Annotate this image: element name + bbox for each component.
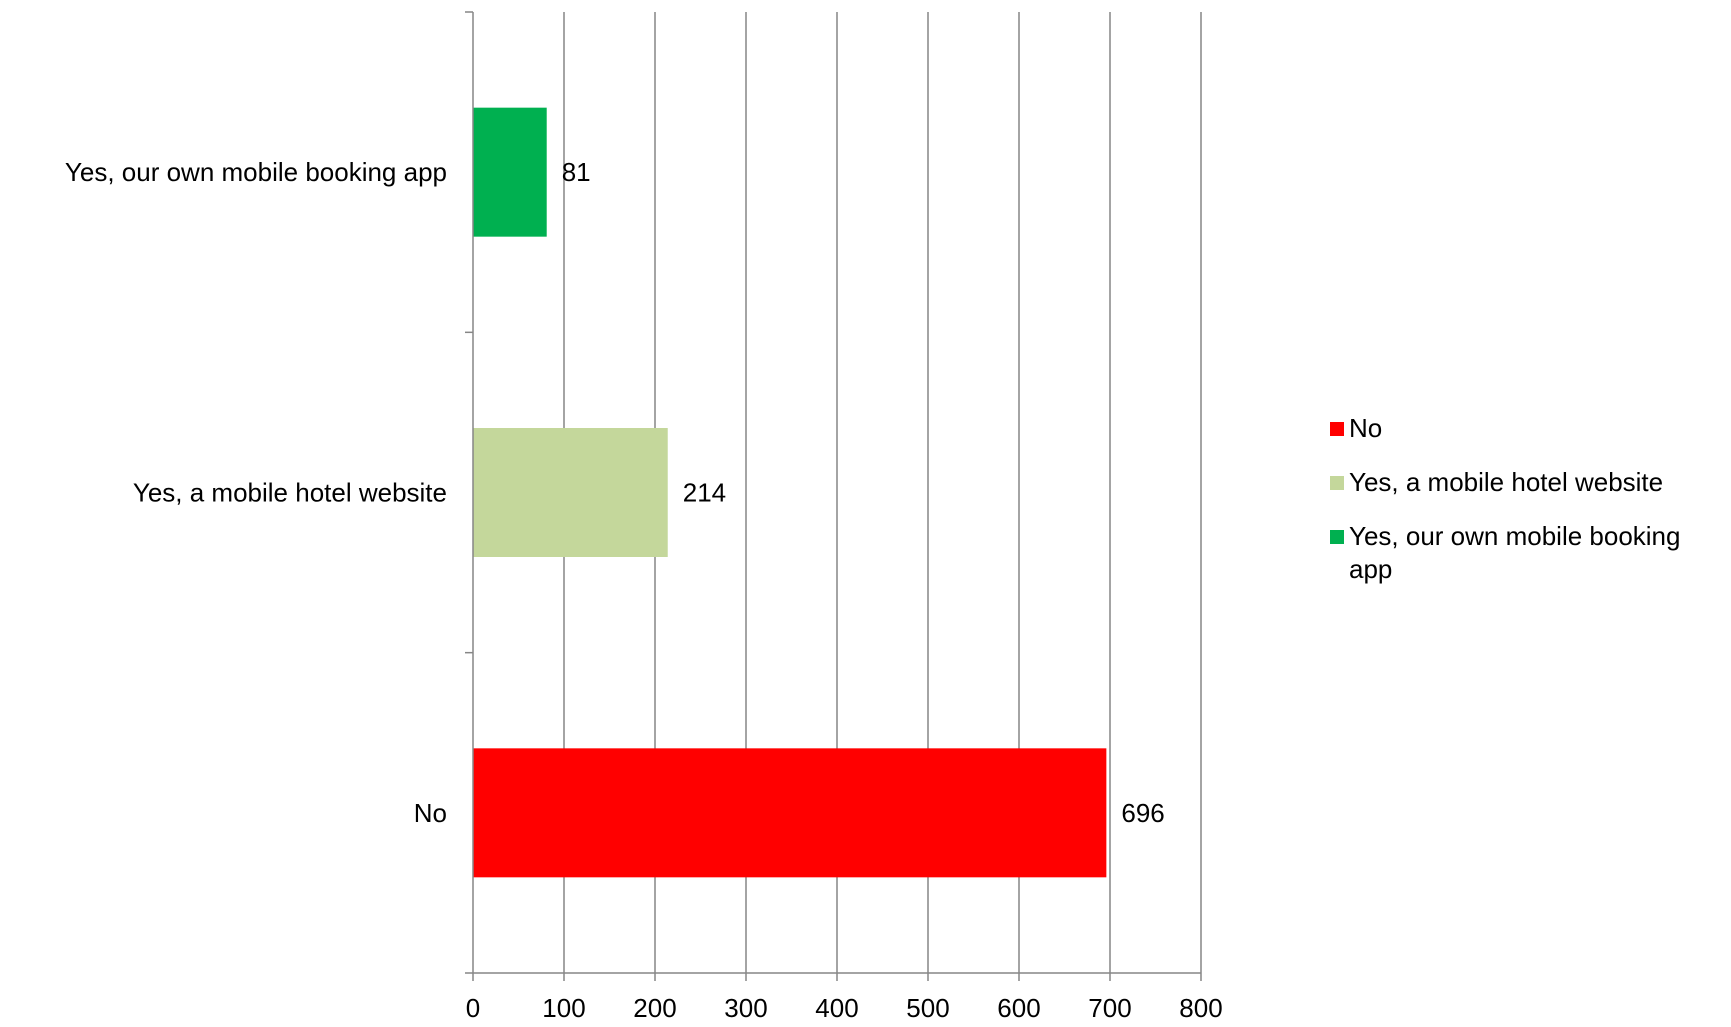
data-label-mobile-website: 214 bbox=[683, 478, 726, 508]
legend-item-booking-app: Yes, our own mobile booking app bbox=[1330, 520, 1725, 586]
x-tick-label-200: 200 bbox=[633, 993, 676, 1022]
bar-booking-app bbox=[473, 107, 547, 237]
x-tick-labels: 0 100 200 300 400 500 600 700 800 bbox=[466, 993, 1223, 1023]
data-label-booking-app: 81 bbox=[562, 157, 591, 187]
category-label-booking-app: Yes, our own mobile booking app bbox=[65, 157, 447, 187]
x-tick-label-700: 700 bbox=[1088, 993, 1131, 1022]
legend-label-booking-app: Yes, our own mobile booking app bbox=[1349, 521, 1681, 584]
data-label-no: 696 bbox=[1121, 798, 1164, 828]
legend-item-mobile-website: Yes, a mobile hotel website bbox=[1330, 466, 1725, 499]
legend: No Yes, a mobile hotel website Yes, our … bbox=[1330, 412, 1725, 607]
x-tick-label-500: 500 bbox=[906, 993, 949, 1022]
x-tick-label-400: 400 bbox=[815, 993, 858, 1022]
x-tick-label-600: 600 bbox=[997, 993, 1040, 1022]
category-label-mobile-website: Yes, a mobile hotel website bbox=[133, 478, 447, 508]
x-tick-label-300: 300 bbox=[724, 993, 767, 1022]
legend-item-no: No bbox=[1330, 412, 1725, 445]
legend-label-no: No bbox=[1349, 413, 1383, 443]
legend-label-mobile-website: Yes, a mobile hotel website bbox=[1349, 467, 1664, 497]
gridlines bbox=[563, 12, 1202, 973]
bar-no bbox=[473, 748, 1107, 878]
bar-mobile-website bbox=[473, 428, 668, 557]
legend-swatch-booking-app bbox=[1330, 530, 1344, 544]
x-tick-label-800: 800 bbox=[1179, 993, 1222, 1022]
bars bbox=[473, 107, 1107, 878]
axes bbox=[465, 11, 1202, 981]
legend-swatch-mobile-website bbox=[1330, 476, 1344, 490]
legend-swatch-no bbox=[1330, 422, 1344, 436]
category-labels: Yes, our own mobile booking app Yes, a mo… bbox=[65, 157, 447, 828]
category-label-no: No bbox=[414, 798, 447, 828]
data-labels: 81 214 696 bbox=[562, 157, 1165, 828]
x-tick-label-0: 0 bbox=[466, 993, 480, 1022]
x-tick-label-100: 100 bbox=[542, 993, 585, 1022]
